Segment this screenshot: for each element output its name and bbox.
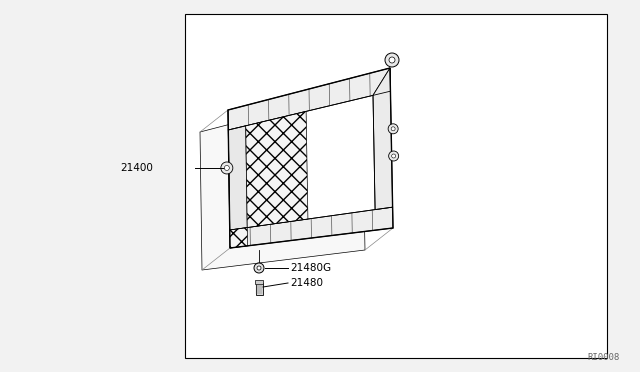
Text: 21400: 21400 <box>120 163 153 173</box>
Polygon shape <box>230 228 248 248</box>
Circle shape <box>392 154 396 158</box>
Text: 21480G: 21480G <box>290 263 331 273</box>
Circle shape <box>257 266 261 270</box>
Bar <box>185 14 607 358</box>
Polygon shape <box>246 95 375 228</box>
Circle shape <box>385 53 399 67</box>
Circle shape <box>389 57 395 63</box>
Circle shape <box>225 166 229 170</box>
Polygon shape <box>246 111 308 228</box>
Bar <box>256 283 263 295</box>
Polygon shape <box>373 68 390 95</box>
Bar <box>255 280 263 284</box>
Polygon shape <box>200 90 365 270</box>
Circle shape <box>221 162 233 174</box>
Circle shape <box>254 263 264 273</box>
Text: 21480: 21480 <box>290 278 323 288</box>
Polygon shape <box>228 126 247 230</box>
Circle shape <box>388 151 399 161</box>
Polygon shape <box>373 68 392 209</box>
Text: RI0008: RI0008 <box>588 353 620 362</box>
Polygon shape <box>228 68 390 130</box>
Circle shape <box>391 127 395 131</box>
Polygon shape <box>230 207 393 248</box>
Circle shape <box>388 124 398 134</box>
